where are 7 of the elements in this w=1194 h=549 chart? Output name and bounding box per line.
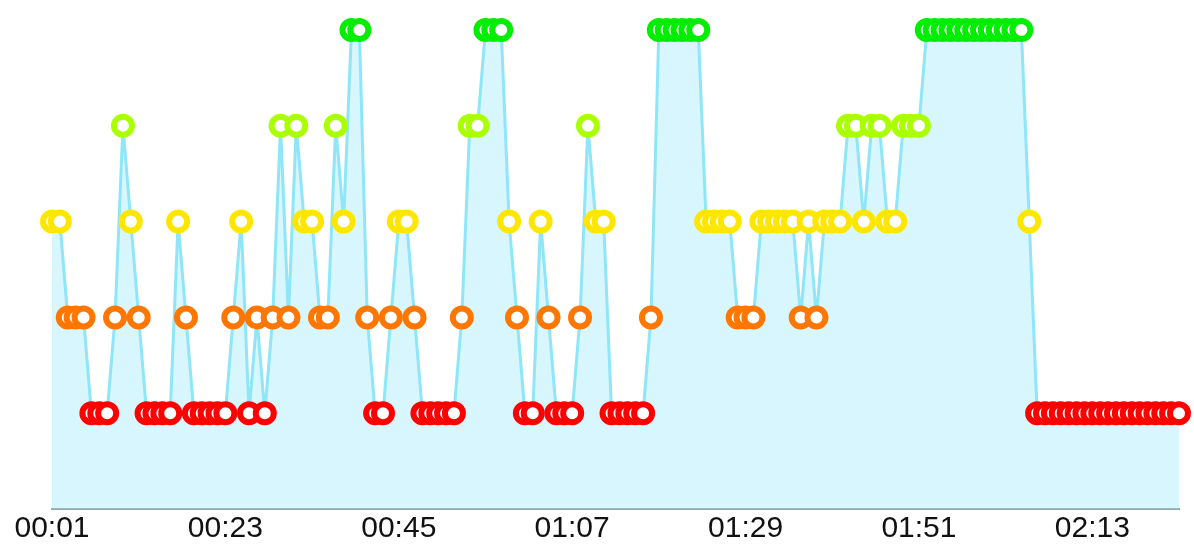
x-tick-label: 00:01 [14,510,90,544]
x-tick-label: 02:13 [1054,510,1130,544]
x-tick-label: 00:23 [187,510,263,544]
x-tick-label: 00:45 [361,510,437,544]
x-tick-label: 01:29 [708,510,784,544]
x-tick-label: 01:07 [534,510,610,544]
x-tick-label: 01:51 [881,510,957,544]
